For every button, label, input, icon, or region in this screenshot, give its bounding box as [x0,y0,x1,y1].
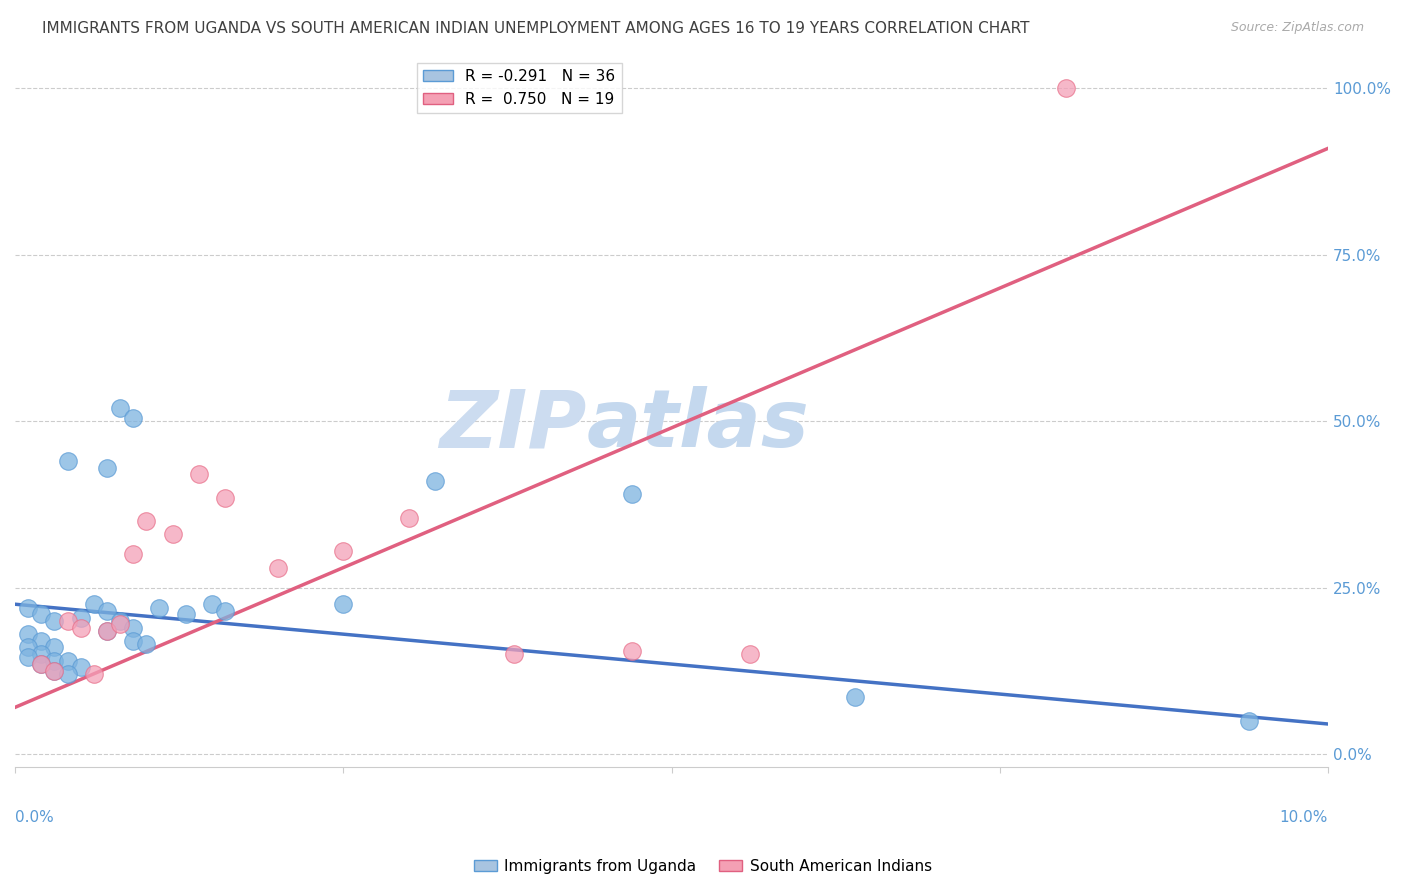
Text: atlas: atlas [586,386,808,465]
Point [69,660,91,674]
Point [96,624,118,638]
Legend: Immigrants from Uganda, South American Indians: Immigrants from Uganda, South American I… [468,853,938,880]
Point [30,647,52,661]
Point [83,667,105,681]
Point [30,657,52,672]
Point [44,664,66,678]
Text: ZIP: ZIP [439,386,586,465]
Point [56,454,79,468]
Point [96,604,118,618]
Point [108,617,131,632]
Point [332,597,354,611]
Text: 0.0%: 0.0% [15,810,53,825]
Point [30,607,52,622]
Point [17,640,39,655]
Point [214,604,236,618]
Point [44,614,66,628]
Point [503,647,526,661]
Point [108,401,131,415]
Point [17,627,39,641]
Text: IMMIGRANTS FROM UGANDA VS SOUTH AMERICAN INDIAN UNEMPLOYMENT AMONG AGES 16 TO 19: IMMIGRANTS FROM UGANDA VS SOUTH AMERICAN… [42,21,1029,36]
Point [135,514,157,528]
Point [122,410,145,425]
Point [332,544,354,558]
Point [201,597,224,611]
Point [1054,81,1077,95]
Point [44,664,66,678]
Point [162,527,184,541]
Text: Source: ZipAtlas.com: Source: ZipAtlas.com [1230,21,1364,34]
Point [1239,714,1261,728]
Point [148,600,170,615]
Text: 10.0%: 10.0% [1279,810,1329,825]
Point [44,640,66,655]
Point [56,667,79,681]
Point [96,624,118,638]
Point [56,614,79,628]
Point [174,607,197,622]
Point [30,657,52,672]
Point [266,560,288,574]
Point [44,654,66,668]
Point [69,610,91,624]
Point [17,650,39,665]
Point [30,633,52,648]
Point [398,510,420,524]
Point [56,654,79,668]
Point [122,620,145,634]
Point [69,620,91,634]
Legend: R = -0.291   N = 36, R =  0.750   N = 19: R = -0.291 N = 36, R = 0.750 N = 19 [416,62,621,112]
Point [108,614,131,628]
Point [621,644,644,658]
Point [740,647,762,661]
Point [621,487,644,501]
Point [844,690,866,705]
Point [122,633,145,648]
Point [122,547,145,561]
Point [214,491,236,505]
Point [135,637,157,651]
Point [187,467,209,482]
Point [17,600,39,615]
Point [425,474,447,488]
Point [83,597,105,611]
Point [96,460,118,475]
